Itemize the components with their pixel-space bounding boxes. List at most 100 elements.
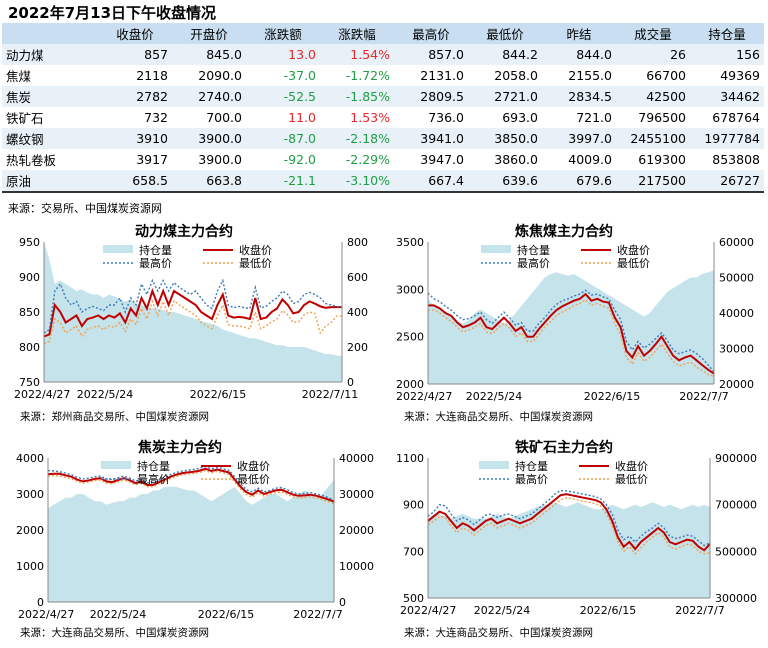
series-low-line <box>428 298 715 378</box>
y-tick-label: 3000 <box>396 283 424 296</box>
x-tick-label: 2022/4/27 <box>14 388 70 401</box>
cell-volume: 217500 <box>638 173 686 188</box>
chart-source: 来源：大连商品交易所、中国煤炭资源网 <box>404 410 593 423</box>
x-tick-label: 2022/5/24 <box>77 388 133 401</box>
legend-label: 最高价 <box>515 472 548 486</box>
x-tick-label: 2022/4/27 <box>18 608 74 621</box>
cell-name: 焦煤 <box>6 69 32 84</box>
legend-label: 最低价 <box>615 473 648 486</box>
header-name <box>2 23 98 44</box>
cell-change-pct: 1.53% <box>350 110 390 125</box>
cell-low: 3860.0 <box>494 152 538 167</box>
x-tick-label: 2022/4/27 <box>396 390 452 403</box>
legend-label: 持仓量 <box>139 243 172 257</box>
legend-label: 持仓量 <box>515 459 548 473</box>
cell-prev-settle: 844.0 <box>576 47 612 62</box>
x-tick-label: 2022/7/11 <box>302 388 358 401</box>
y-tick-label: 900 <box>19 271 40 284</box>
cell-change-pct: 1.54% <box>350 47 390 62</box>
series-low-line <box>43 299 342 345</box>
chart-coke: 焦炭主力合约0100020003000400001000020000300004… <box>16 439 374 639</box>
cell-open-interest: 678764 <box>712 110 760 125</box>
x-tick-label: 2022/4/27 <box>400 604 456 617</box>
legend-label: 最低价 <box>237 473 270 486</box>
y2-tick-label: 20000 <box>339 524 374 537</box>
x-tick-label: 2022/5/24 <box>466 390 522 403</box>
y-tick-label: 3000 <box>16 488 44 501</box>
cell-name: 动力煤 <box>6 48 44 63</box>
y-tick-label: 750 <box>19 376 40 389</box>
series-low-line <box>427 496 711 555</box>
cell-high: 2131.0 <box>420 68 464 83</box>
cell-close: 3917 <box>136 152 168 167</box>
cell-volume: 619300 <box>638 152 686 167</box>
y2-tick-label: 400 <box>347 306 368 319</box>
cell-name: 原油 <box>6 174 32 189</box>
y2-tick-label: 300000 <box>715 592 757 605</box>
x-tick-label: 2022/7/7 <box>675 604 724 617</box>
cell-low: 844.2 <box>502 47 538 62</box>
y-tick-label: 4000 <box>16 452 44 465</box>
table-row: 动力煤 857 845.0 13.0 1.54% 857.0 844.2 844.0 26 156 <box>2 44 764 65</box>
cell-open-interest: 49369 <box>720 68 760 83</box>
cell-prev-settle: 4009.0 <box>568 152 612 167</box>
y-tick-label: 900 <box>403 499 424 512</box>
series-high-line <box>43 278 343 334</box>
y2-tick-label: 30000 <box>339 488 374 501</box>
y-tick-label: 1000 <box>16 560 44 573</box>
legend-label: 最低价 <box>239 257 272 270</box>
y2-tick-label: 60000 <box>719 236 754 249</box>
legend-label: 最低价 <box>617 257 650 270</box>
table-row: 铁矿石 732 700.0 11.0 1.53% 736.0 693.0 721.0 79650… <box>2 107 764 128</box>
chart-title: 铁矿石主力合约 <box>515 439 613 456</box>
y2-tick-label: 40000 <box>339 452 374 465</box>
header-open-interest: 持仓量 <box>708 27 746 42</box>
legend-label: 持仓量 <box>137 459 170 473</box>
header-high: 最高价 <box>412 27 450 42</box>
cell-low: 639.6 <box>502 173 538 188</box>
cell-name: 热轧卷板 <box>6 153 57 168</box>
legend-label: 最高价 <box>139 256 172 270</box>
legend-label: 收盘价 <box>237 459 270 473</box>
table-row: 焦煤 2118 2090.0 -37.0 -1.72% 2131.0 2058.0 2155.… <box>2 65 764 86</box>
y2-tick-label: 500000 <box>715 545 757 558</box>
chart-title: 焦炭主力合约 <box>137 439 222 456</box>
table-row: 热轧卷板 3917 3900.0 -92.0 -2.29% 3947.0 3860.0 400… <box>2 149 764 170</box>
y-tick-label: 3500 <box>396 236 424 249</box>
legend-label: 收盘价 <box>617 243 650 257</box>
y2-tick-label: 700000 <box>715 499 757 512</box>
legend-label: 最高价 <box>517 256 550 270</box>
y-tick-label: 1100 <box>396 452 424 465</box>
header-change: 涨跌额 <box>264 27 302 42</box>
series-close-line <box>47 467 335 503</box>
cell-low: 2721.0 <box>494 89 538 104</box>
y2-tick-label: 200 <box>347 341 368 354</box>
y2-tick-label: 0 <box>347 376 354 389</box>
y2-tick-label: 20000 <box>719 378 754 391</box>
header-close: 收盘价 <box>116 27 154 42</box>
table-row: 原油 658.5 663.8 -21.1 -3.10% 667.4 639.6 679.6 21… <box>2 170 764 192</box>
y2-tick-label: 50000 <box>719 272 754 285</box>
cell-volume: 66700 <box>646 68 686 83</box>
series-open-interest-area <box>48 479 334 602</box>
cell-change: -37.0 <box>283 68 316 83</box>
cell-change: 11.0 <box>288 110 316 125</box>
y-tick-label: 850 <box>19 306 40 319</box>
y2-tick-label: 30000 <box>719 343 754 356</box>
cell-low: 693.0 <box>502 110 538 125</box>
cell-open: 2090.0 <box>198 68 242 83</box>
header-low: 最低价 <box>486 27 524 42</box>
y2-tick-label: 0 <box>339 596 346 609</box>
y2-tick-label: 600 <box>347 271 368 284</box>
header-open: 开盘价 <box>190 27 228 42</box>
y-tick-label: 800 <box>19 341 40 354</box>
y-tick-label: 950 <box>19 236 40 249</box>
legend-swatch-open-interest <box>101 461 131 469</box>
cell-open-interest: 1977784 <box>704 131 760 146</box>
cell-volume: 796500 <box>638 110 686 125</box>
x-tick-label: 2022/5/24 <box>90 608 146 621</box>
cell-volume: 2455100 <box>630 131 686 146</box>
header-volume: 成交量 <box>634 27 672 42</box>
cell-name: 铁矿石 <box>6 111 44 126</box>
